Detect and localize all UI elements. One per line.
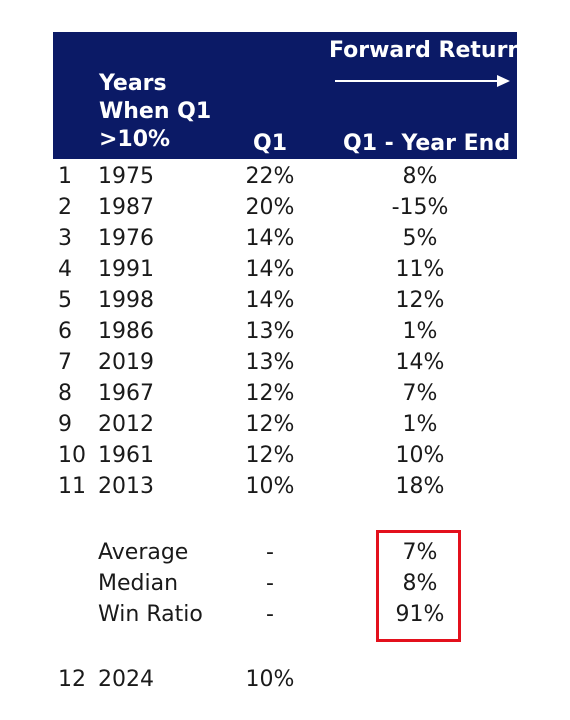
row-index: 1 <box>58 164 72 189</box>
table-row: 11 2013 10% 18% <box>0 471 570 502</box>
row-index: 4 <box>58 257 72 282</box>
row-index: 9 <box>58 412 72 437</box>
table-row: 1 1975 22% 8% <box>0 161 570 192</box>
row-year: 1998 <box>98 288 154 313</box>
summary-q1: - <box>266 602 274 627</box>
table-row: 9 2012 12% 1% <box>0 409 570 440</box>
table-row: 3 1976 14% 5% <box>0 223 570 254</box>
row-forward-return: 18% <box>395 474 445 499</box>
row-q1: 12% <box>245 381 295 406</box>
summary-forward-return: 8% <box>402 571 438 596</box>
row-forward-return: 8% <box>402 164 438 189</box>
summary-row: Average - 7% <box>0 537 570 568</box>
table-row: 6 1986 13% 1% <box>0 316 570 347</box>
row-q1: 14% <box>245 257 295 282</box>
row-q1: 14% <box>245 226 295 251</box>
row-q1: 13% <box>245 350 295 375</box>
row-year: 2024 <box>98 667 154 692</box>
row-year: 1975 <box>98 164 154 189</box>
row-forward-return: 12% <box>395 288 445 313</box>
row-forward-return: 5% <box>402 226 438 251</box>
table-row: 4 1991 14% 11% <box>0 254 570 285</box>
row-q1: 12% <box>245 412 295 437</box>
current-year-row: 12 2024 10% <box>0 664 570 695</box>
row-forward-return: 1% <box>402 412 438 437</box>
row-q1: 13% <box>245 319 295 344</box>
row-index: 12 <box>58 667 86 692</box>
row-index: 6 <box>58 319 72 344</box>
years-header-line: >10% <box>99 127 171 152</box>
table-row: 2 1987 20% -15% <box>0 192 570 223</box>
years-header: Years When Q1 >10% <box>99 70 211 154</box>
summary-row: Win Ratio - 91% <box>0 599 570 630</box>
row-forward-return: -15% <box>391 195 449 220</box>
row-year: 1987 <box>98 195 154 220</box>
row-index: 8 <box>58 381 72 406</box>
row-forward-return: 10% <box>395 443 445 468</box>
row-year: 2013 <box>98 474 154 499</box>
years-header-line: When Q1 <box>99 99 212 124</box>
forward-return-header: Forward Return <box>329 38 524 63</box>
table-row: 5 1998 14% 12% <box>0 285 570 316</box>
summary-label: Median <box>98 571 179 596</box>
row-index: 2 <box>58 195 72 220</box>
summary-label: Average <box>98 540 189 565</box>
row-year: 1976 <box>98 226 154 251</box>
row-q1: 22% <box>245 164 295 189</box>
row-forward-return: 1% <box>402 319 438 344</box>
row-year: 2012 <box>98 412 154 437</box>
right-arrow-icon <box>335 75 510 87</box>
row-year: 1967 <box>98 381 154 406</box>
row-forward-return: 7% <box>402 381 438 406</box>
summary-forward-return: 91% <box>395 602 445 627</box>
table-header: Years When Q1 >10% Q1 Forward Return Q1 … <box>53 32 523 159</box>
summary-highlight-box <box>376 530 461 642</box>
row-forward-return: 11% <box>395 257 445 282</box>
row-year: 1961 <box>98 443 154 468</box>
summary-q1: - <box>266 540 274 565</box>
row-index: 10 <box>58 443 86 468</box>
row-forward-return: 14% <box>395 350 445 375</box>
row-q1: 12% <box>245 443 295 468</box>
row-q1: 20% <box>245 195 295 220</box>
table-row: 8 1967 12% 7% <box>0 378 570 409</box>
row-index: 3 <box>58 226 72 251</box>
q1-year-end-header: Q1 - Year End <box>343 131 511 156</box>
summary-q1: - <box>266 571 274 596</box>
summary-label: Win Ratio <box>98 602 203 627</box>
row-q1: 10% <box>245 474 295 499</box>
table-row: 10 1961 12% 10% <box>0 440 570 471</box>
years-header-line: Years <box>99 71 167 96</box>
summary-forward-return: 7% <box>402 540 438 565</box>
row-q1: 14% <box>245 288 295 313</box>
row-year: 2019 <box>98 350 154 375</box>
row-index: 11 <box>58 474 86 499</box>
row-index: 7 <box>58 350 72 375</box>
row-year: 1986 <box>98 319 154 344</box>
summary-row: Median - 8% <box>0 568 570 599</box>
row-index: 5 <box>58 288 72 313</box>
table-row: 7 2019 13% 14% <box>0 347 570 378</box>
q1-header: Q1 <box>253 131 288 156</box>
row-q1: 10% <box>245 667 295 692</box>
row-year: 1991 <box>98 257 154 282</box>
